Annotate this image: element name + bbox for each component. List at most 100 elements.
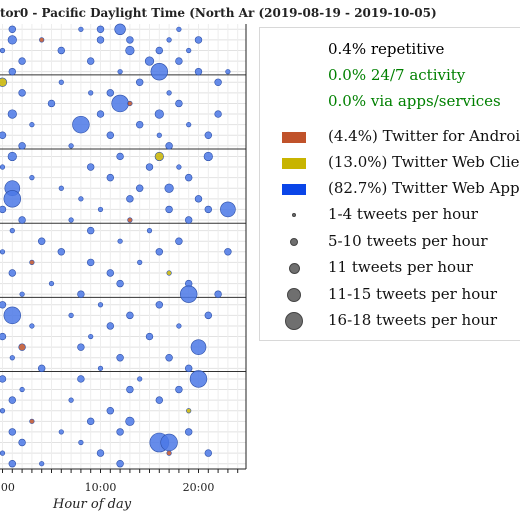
legend-stat: 0.0% via apps/services bbox=[328, 92, 501, 110]
data-point bbox=[155, 301, 164, 309]
data-point bbox=[18, 438, 26, 447]
data-point bbox=[194, 67, 203, 76]
data-point bbox=[96, 36, 105, 44]
data-point bbox=[176, 26, 182, 32]
data-point bbox=[165, 354, 173, 362]
data-point bbox=[106, 131, 115, 139]
legend-size-label: 16-18 tweets per hour bbox=[328, 311, 498, 329]
x-axis-label: Hour of day bbox=[53, 497, 132, 512]
data-point bbox=[186, 122, 192, 128]
data-point bbox=[116, 354, 124, 362]
data-point bbox=[97, 365, 104, 371]
data-point bbox=[68, 143, 74, 149]
data-point bbox=[48, 280, 55, 287]
data-point bbox=[68, 312, 74, 318]
data-point bbox=[155, 396, 164, 404]
legend-size-marker bbox=[292, 213, 296, 217]
data-point bbox=[116, 460, 124, 468]
legend-size-marker bbox=[290, 237, 298, 246]
data-point bbox=[9, 355, 15, 361]
data-point bbox=[127, 100, 133, 107]
data-point bbox=[3, 306, 21, 325]
data-point bbox=[111, 94, 129, 113]
data-point bbox=[8, 25, 16, 33]
data-point bbox=[166, 270, 172, 276]
data-point bbox=[166, 450, 172, 456]
data-point bbox=[29, 175, 35, 181]
data-point bbox=[88, 90, 94, 96]
data-point bbox=[144, 56, 155, 66]
legend-size-label: 11 tweets per hour bbox=[328, 258, 473, 276]
data-point bbox=[214, 110, 222, 118]
data-point bbox=[72, 115, 90, 134]
data-point bbox=[57, 248, 65, 256]
data-point bbox=[7, 151, 17, 162]
data-point bbox=[86, 163, 95, 171]
data-point bbox=[127, 217, 133, 223]
data-point bbox=[156, 132, 162, 138]
x-tick-label: 0:00 bbox=[0, 481, 15, 494]
legend-source-label: (4.4%) Twitter for Androic bbox=[328, 127, 520, 145]
data-point bbox=[194, 195, 203, 203]
data-point bbox=[136, 184, 144, 192]
data-point bbox=[78, 26, 84, 32]
data-point bbox=[96, 110, 105, 118]
data-point bbox=[214, 78, 222, 86]
data-point bbox=[137, 259, 143, 265]
data-point bbox=[19, 291, 25, 297]
data-point bbox=[186, 408, 192, 414]
data-point bbox=[214, 290, 222, 298]
data-point bbox=[164, 183, 174, 193]
data-point bbox=[175, 57, 183, 65]
legend-size-label: 5-10 tweets per hour bbox=[328, 231, 488, 250]
data-point bbox=[154, 109, 164, 119]
data-point bbox=[3, 190, 21, 208]
data-point bbox=[97, 302, 104, 308]
data-point bbox=[58, 79, 64, 85]
data-point bbox=[175, 385, 183, 394]
data-point bbox=[18, 89, 26, 97]
data-point bbox=[126, 311, 134, 320]
legend-stat: 0.0% 24/7 activity bbox=[328, 66, 466, 84]
grid bbox=[0, 24, 246, 469]
data-point bbox=[190, 339, 207, 355]
data-point bbox=[29, 323, 35, 329]
data-point bbox=[0, 450, 6, 456]
data-point bbox=[0, 205, 7, 214]
data-point bbox=[106, 89, 115, 97]
data-point bbox=[29, 259, 35, 265]
data-point bbox=[150, 62, 169, 81]
data-point bbox=[145, 332, 154, 341]
data-point bbox=[160, 433, 178, 452]
data-point bbox=[39, 37, 45, 43]
legend-source-entry: (82.7%) Twitter Web App bbox=[278, 179, 520, 199]
data-point bbox=[0, 77, 8, 87]
points bbox=[0, 23, 236, 468]
x-tick-label: 20:00 bbox=[183, 481, 215, 494]
data-point bbox=[185, 428, 193, 436]
data-point bbox=[0, 301, 7, 309]
legend-size-marker bbox=[285, 312, 303, 330]
legend-size-entry: 16-18 tweets per hour bbox=[278, 311, 520, 331]
data-point bbox=[204, 205, 213, 214]
data-point bbox=[29, 122, 35, 128]
data-point bbox=[37, 364, 46, 373]
data-point bbox=[97, 206, 104, 213]
data-point bbox=[96, 25, 105, 33]
legend-swatch bbox=[282, 132, 306, 143]
legend: 0.4% repetitive 0.0% 24/7 activity 0.0% vi… bbox=[259, 27, 520, 341]
data-point bbox=[146, 228, 153, 234]
data-point bbox=[86, 57, 95, 65]
legend-stat: 0.4% repetitive bbox=[328, 40, 445, 58]
legend-swatch bbox=[282, 158, 306, 169]
data-point bbox=[194, 36, 203, 44]
data-point bbox=[88, 333, 94, 340]
data-point bbox=[189, 370, 208, 388]
data-point bbox=[117, 238, 123, 244]
data-point bbox=[8, 460, 16, 468]
x-axis: 0:00 10:00 20:00 bbox=[0, 24, 247, 494]
data-point bbox=[166, 90, 172, 96]
legend-size-entry: 11-15 tweets per hour bbox=[278, 285, 520, 305]
legend-size-entry: 1-4 tweets per hour bbox=[278, 205, 520, 225]
data-point bbox=[204, 131, 213, 139]
